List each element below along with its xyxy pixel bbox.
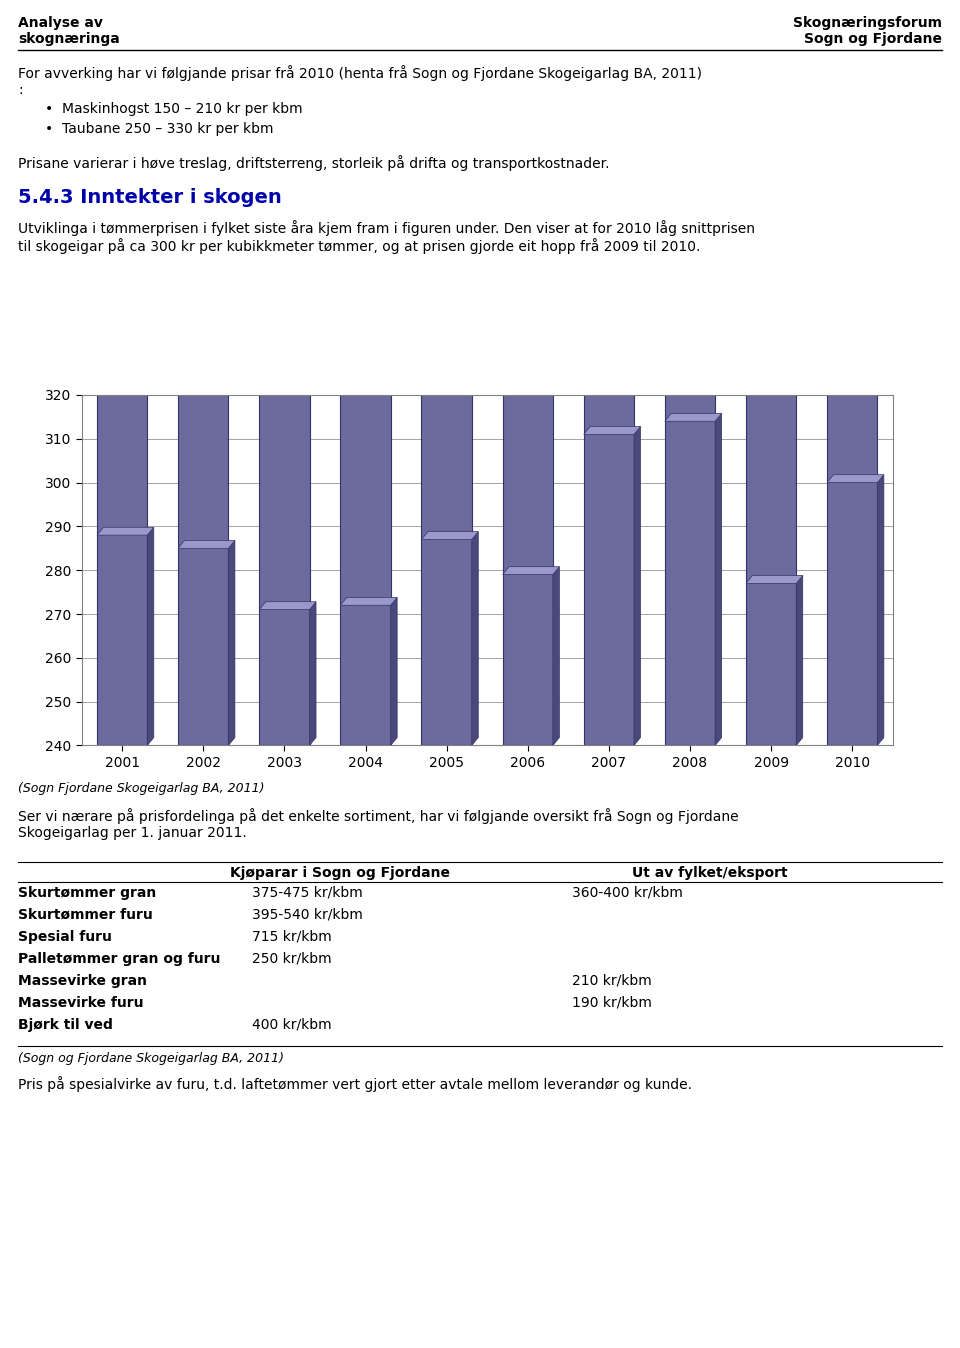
Text: 715 kr/kbm: 715 kr/kbm [252,930,332,944]
Polygon shape [665,414,722,421]
Text: Skurtømmer furu: Skurtømmer furu [18,909,153,922]
Text: Massevirke furu: Massevirke furu [18,996,143,1010]
Text: 400 kr/kbm: 400 kr/kbm [252,1018,331,1033]
Polygon shape [341,597,397,605]
Bar [746,0,796,745]
Polygon shape [503,566,560,574]
Polygon shape [877,474,884,745]
Text: Spesial furu: Spesial furu [18,930,112,944]
Text: (Sogn og Fjordane Skogeigarlag BA, 2011): (Sogn og Fjordane Skogeigarlag BA, 2011) [18,1051,284,1065]
Polygon shape [828,474,884,483]
Polygon shape [634,426,640,745]
Text: Utviklinga i tømmerprisen i fylket siste åra kjem fram i figuren under. Den vise: Utviklinga i tømmerprisen i fylket siste… [18,220,755,255]
Polygon shape [97,527,154,535]
Text: Skognæringsforum: Skognæringsforum [793,16,942,30]
Text: Pris på spesialvirke av furu, t.d. laftetømmer vert gjort etter avtale mellom le: Pris på spesialvirke av furu, t.d. lafte… [18,1076,692,1092]
Text: Ser vi nærare på prisfordelinga på det enkelte sortiment, har vi følgjande overs: Ser vi nærare på prisfordelinga på det e… [18,807,738,840]
Polygon shape [471,531,478,745]
Bar [97,0,147,745]
Polygon shape [391,597,397,745]
Polygon shape [309,601,316,745]
Text: 190 kr/kbm: 190 kr/kbm [572,996,652,1010]
Bar [584,0,634,745]
Polygon shape [553,566,560,745]
Bar [259,0,309,745]
Text: Ut av fylket/eksport: Ut av fylket/eksport [633,865,788,880]
Polygon shape [228,541,235,745]
Text: 250 kr/kbm: 250 kr/kbm [252,952,331,967]
Bar [179,0,228,745]
Polygon shape [746,576,803,584]
Polygon shape [796,576,803,745]
Polygon shape [715,414,722,745]
Text: (Sogn Fjordane Skogeigarlag BA, 2011): (Sogn Fjordane Skogeigarlag BA, 2011) [18,782,265,795]
Bar [503,0,553,745]
Polygon shape [421,531,478,539]
Bar [341,0,391,745]
Text: 395-540 kr/kbm: 395-540 kr/kbm [252,909,363,922]
Text: skognæringa: skognæringa [18,32,120,46]
Text: •  Maskinhogst 150 – 210 kr per kbm: • Maskinhogst 150 – 210 kr per kbm [45,102,302,116]
Bar [828,0,877,745]
Polygon shape [584,426,640,434]
Text: Massevirke gran: Massevirke gran [18,975,147,988]
Polygon shape [259,601,316,609]
Text: 210 kr/kbm: 210 kr/kbm [572,975,652,988]
Text: 375-475 kr/kbm: 375-475 kr/kbm [252,886,363,900]
Text: Sogn og Fjordane: Sogn og Fjordane [804,32,942,46]
Polygon shape [179,541,235,549]
Text: 360-400 kr/kbm: 360-400 kr/kbm [572,886,683,900]
Text: Analyse av: Analyse av [18,16,103,30]
Text: Kjøparar i Sogn og Fjordane: Kjøparar i Sogn og Fjordane [230,865,450,880]
Polygon shape [147,527,154,745]
Bar [665,0,715,745]
Bar [421,0,471,745]
Text: •  Taubane 250 – 330 kr per kbm: • Taubane 250 – 330 kr per kbm [45,123,274,136]
Text: Palletømmer gran og furu: Palletømmer gran og furu [18,952,221,967]
Text: Bjørk til ved: Bjørk til ved [18,1018,113,1033]
Text: Skurtømmer gran: Skurtømmer gran [18,886,156,900]
Text: 5.4.3 Inntekter i skogen: 5.4.3 Inntekter i skogen [18,187,281,208]
Text: Prisane varierar i høve treslag, driftsterreng, storleik på drifta og transportk: Prisane varierar i høve treslag, driftst… [18,155,610,171]
Text: For avverking har vi følgjande prisar frå 2010 (henta frå Sogn og Fjordane Skoge: For avverking har vi følgjande prisar fr… [18,65,702,97]
